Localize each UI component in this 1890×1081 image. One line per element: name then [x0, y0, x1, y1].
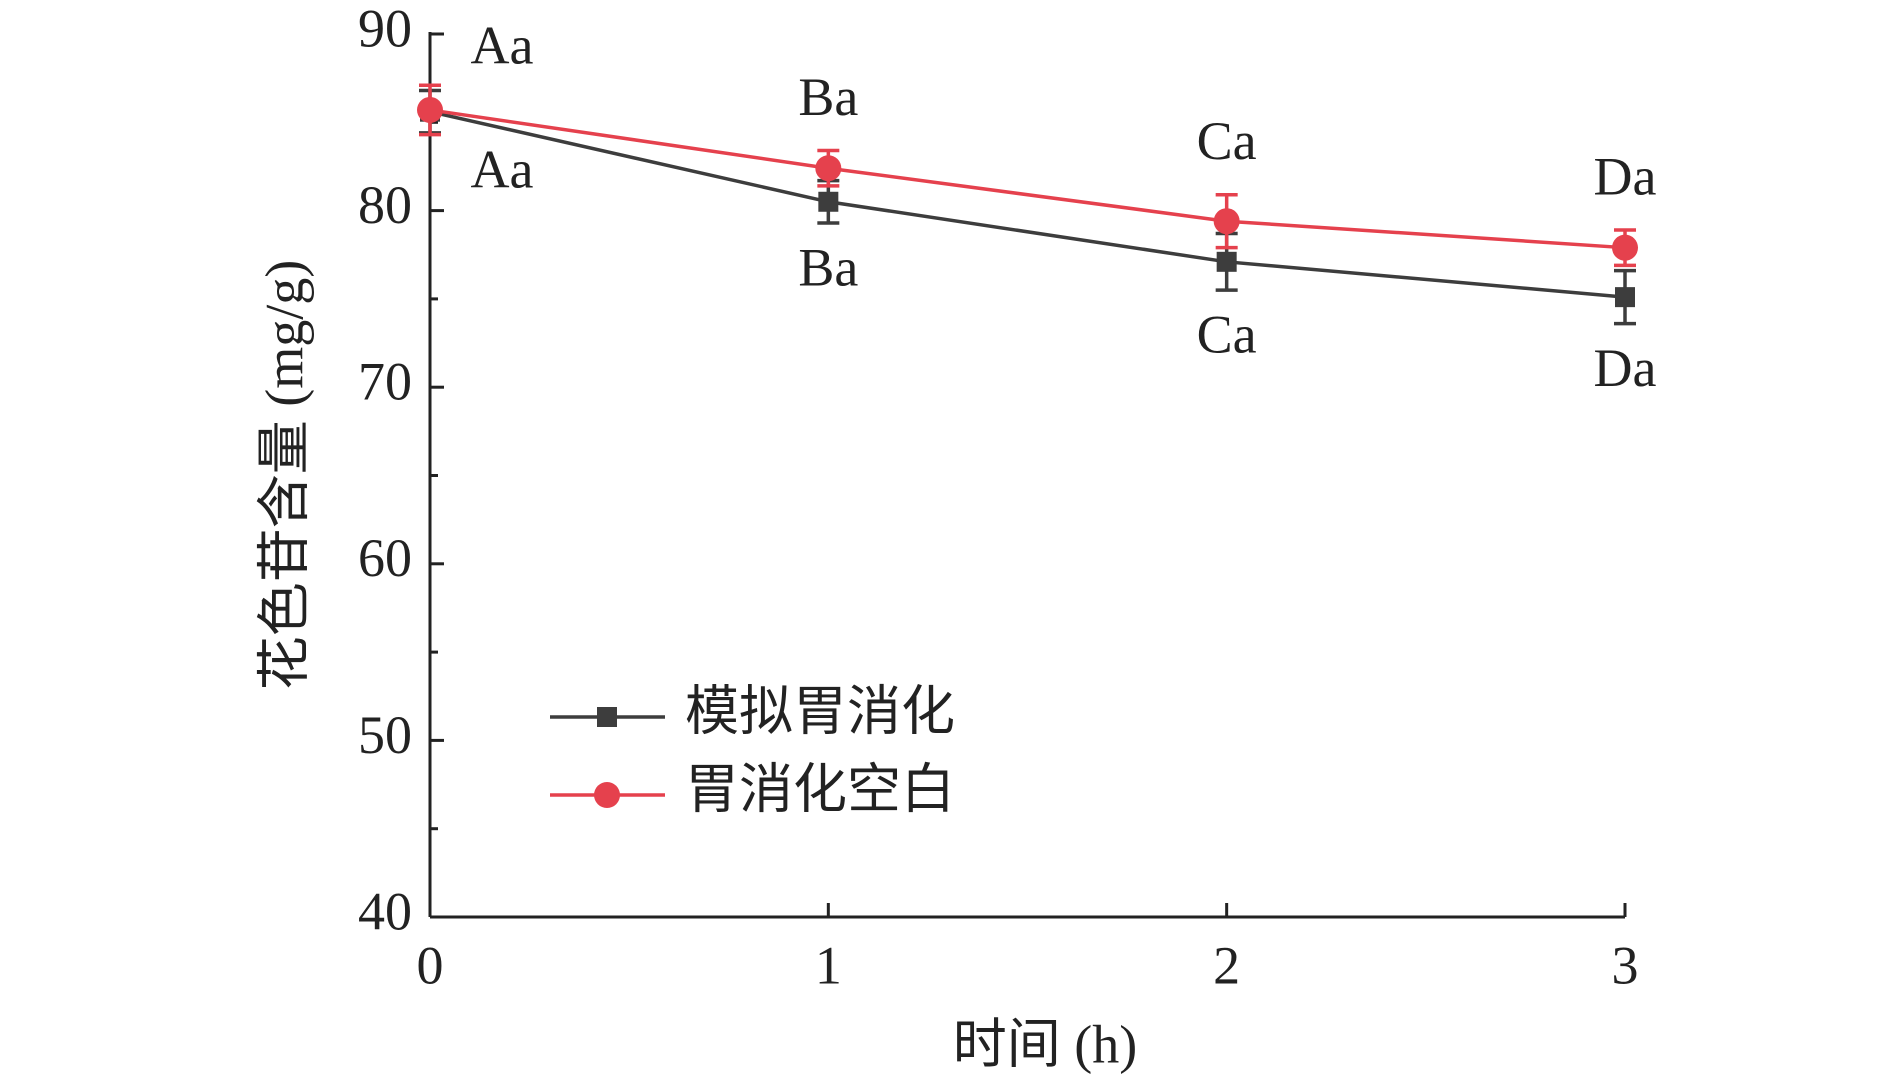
x-tick-label: 1: [815, 935, 842, 995]
marker: [1216, 251, 1237, 272]
x-tick-label: 2: [1213, 935, 1240, 995]
data-label: Ba: [798, 67, 858, 127]
x-axis-label: 时间 (h): [953, 1014, 1137, 1074]
legend-marker: [594, 782, 620, 808]
data-label: Da: [1594, 146, 1657, 206]
data-label: Da: [1594, 338, 1657, 398]
x-tick-label: 3: [1612, 935, 1639, 995]
data-label: Ca: [1197, 304, 1257, 364]
marker: [815, 155, 842, 182]
y-tick-label: 80: [358, 175, 412, 235]
marker: [1213, 208, 1240, 235]
data-label: Aa: [471, 139, 534, 199]
y-tick-label: 70: [358, 352, 412, 412]
data-label: Aa: [471, 16, 534, 76]
legend-marker: [597, 707, 617, 727]
data-label: Ba: [798, 237, 858, 297]
marker: [417, 96, 443, 123]
legend-label: 胃消化空白: [685, 759, 955, 819]
y-tick-label: 40: [358, 881, 412, 941]
series-line: [429, 108, 1626, 250]
series-line: [429, 109, 1626, 299]
y-axis-label: 花色苷含量 (mg/g): [254, 260, 314, 690]
data-label: Ca: [1197, 111, 1257, 171]
marker: [818, 191, 839, 212]
legend-label: 模拟胃消化: [685, 681, 955, 741]
x-tick-label: 0: [417, 935, 444, 995]
marker: [1615, 287, 1635, 308]
y-tick-label: 50: [358, 705, 412, 765]
marker: [1612, 234, 1638, 261]
y-tick-label: 90: [358, 0, 412, 58]
y-tick-label: 60: [358, 528, 412, 588]
